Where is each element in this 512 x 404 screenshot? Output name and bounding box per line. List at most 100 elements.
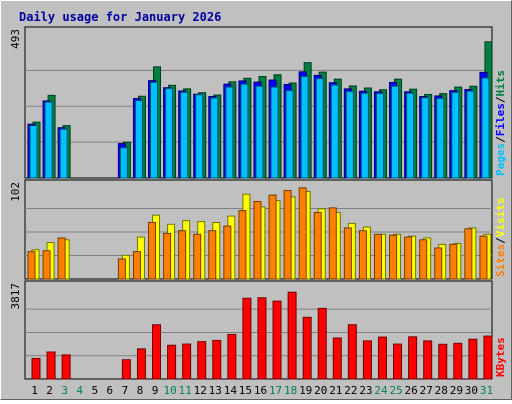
series-sites [27, 187, 488, 280]
bar-pages-day-19 [300, 76, 309, 179]
bar-sites-day-31 [479, 235, 488, 280]
bar-pages-day-12 [195, 94, 204, 179]
bar-kbytes-day-9 [152, 324, 162, 380]
x-tick-label: 4 [76, 384, 83, 397]
bar-sites-day-18 [283, 190, 292, 280]
series-pages [29, 76, 490, 179]
bar-pages-day-30 [466, 90, 475, 179]
bar-sites-day-19 [298, 187, 307, 280]
x-tick-label: 17 [269, 384, 282, 397]
bar-pages-day-9 [150, 81, 159, 179]
bar-kbytes-day-21 [332, 337, 342, 380]
x-tick-label: 8 [137, 384, 144, 397]
x-tick-label: 18 [284, 384, 297, 397]
bar-kbytes-day-24 [377, 336, 387, 380]
axis-label-pages: Pages [494, 143, 507, 176]
bar-sites-day-15 [238, 210, 247, 280]
bar-pages-day-1 [29, 125, 38, 179]
axis-label-hits: Hits [494, 70, 507, 97]
bar-pages-day-27 [421, 97, 430, 179]
bar-pages-day-21 [330, 84, 339, 179]
panel-hits: 493 Pages/Files/Hits [9, 26, 507, 179]
chart-title: Daily usage for January 2026 [19, 10, 221, 24]
bar-pages-day-15 [240, 83, 249, 179]
bar-kbytes-day-2 [46, 351, 56, 380]
bar-pages-day-24 [375, 93, 384, 179]
bar-pages-day-3 [59, 128, 68, 179]
x-tick-label: 26 [405, 384, 418, 397]
bar-kbytes-day-19 [302, 316, 312, 380]
bar-pages-day-29 [451, 91, 460, 179]
bar-kbytes-day-16 [257, 297, 267, 380]
bar-pages-day-31 [481, 77, 490, 179]
x-tick-label: 27 [420, 384, 433, 397]
x-tick-label: 31 [480, 384, 493, 397]
bar-kbytes-day-3 [61, 354, 71, 380]
bar-sites-day-22 [343, 227, 352, 280]
bar-kbytes-day-8 [136, 348, 146, 380]
x-tick-label: 15 [239, 384, 252, 397]
x-tick-label: 7 [122, 384, 129, 397]
axis-label-visits: Visits [494, 198, 507, 238]
axis-label-files: Files [494, 103, 507, 136]
bar-pages-day-26 [406, 92, 415, 179]
panel-kbytes-axis-label: KBytes [494, 337, 507, 377]
panel-visits-ymax-label: 102 [9, 182, 22, 202]
bar-pages-day-17 [270, 86, 279, 179]
x-tick-label: 10 [163, 384, 176, 397]
bar-kbytes-day-31 [483, 335, 493, 380]
bar-sites-day-16 [253, 201, 262, 280]
x-tick-label: 28 [435, 384, 448, 397]
x-tick-label: 23 [359, 384, 372, 397]
panel-hits-axis-label: Pages/Files/Hits [494, 70, 507, 176]
x-tick-label: 1 [31, 384, 38, 397]
panel-visits: 102 Sites/Visits [9, 179, 507, 280]
x-tick-label: 29 [450, 384, 463, 397]
bar-kbytes-day-17 [272, 300, 282, 380]
bar-sites-day-25 [389, 234, 398, 280]
x-tick-label: 3 [61, 384, 68, 397]
bar-kbytes-day-15 [242, 297, 252, 380]
x-tick-label: 20 [314, 384, 327, 397]
bar-kbytes-day-27 [423, 340, 433, 380]
bar-sites-day-7 [117, 258, 126, 280]
panel-kbytes: 3817 KBytes [9, 280, 507, 380]
axis-label-sites: Sites [494, 244, 507, 277]
panel-visits-axis-label: Sites/Visits [494, 198, 507, 278]
bar-sites-day-3 [57, 237, 66, 280]
bar-pages-day-13 [210, 97, 219, 179]
axis-label-kbytes: KBytes [494, 337, 507, 377]
bar-pages-day-20 [315, 78, 324, 179]
x-tick-label: 6 [107, 384, 114, 397]
bar-sites-day-1 [27, 251, 36, 280]
bar-pages-day-18 [285, 90, 294, 179]
bar-kbytes-day-29 [453, 342, 463, 380]
bar-sites-day-24 [373, 233, 382, 280]
bar-sites-day-30 [464, 228, 473, 280]
x-tick-label: 24 [374, 384, 388, 397]
x-tick-label: 5 [91, 384, 98, 397]
bar-kbytes-day-22 [347, 324, 357, 380]
bar-kbytes-day-11 [182, 343, 192, 380]
x-tick-label: 21 [329, 384, 342, 397]
bar-sites-day-29 [449, 243, 458, 280]
bar-sites-day-11 [178, 230, 187, 280]
bar-sites-day-8 [132, 251, 141, 280]
bar-sites-day-10 [163, 232, 172, 280]
x-tick-label: 30 [465, 384, 478, 397]
x-tick-label: 13 [209, 384, 222, 397]
bar-kbytes-day-28 [438, 343, 448, 380]
panel-hits-ymax-label: 493 [9, 29, 22, 49]
bar-sites-day-17 [268, 194, 277, 280]
bar-kbytes-day-23 [362, 340, 372, 380]
bar-sites-day-2 [42, 250, 51, 280]
bar-kbytes-day-13 [212, 339, 222, 380]
bar-kbytes-day-14 [227, 333, 237, 380]
bar-sites-day-26 [404, 236, 413, 280]
bar-sites-day-12 [193, 233, 202, 280]
bar-pages-day-16 [255, 85, 264, 179]
bar-pages-day-14 [225, 86, 234, 179]
x-tick-label: 25 [389, 384, 402, 397]
bar-kbytes-day-7 [121, 359, 131, 380]
bar-pages-day-7 [119, 147, 128, 179]
